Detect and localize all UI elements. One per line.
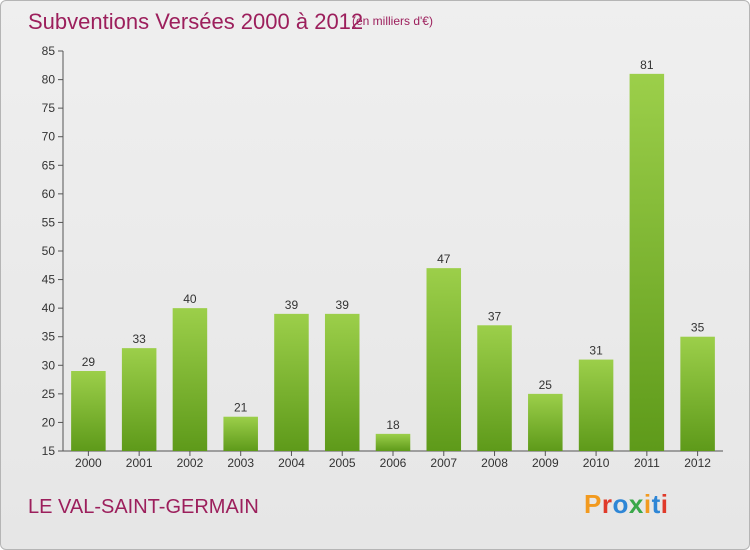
x-tick-label: 2009 [532,456,559,470]
commune-name: LE VAL-SAINT-GERMAIN [28,496,259,518]
bar-value-label: 39 [336,298,350,312]
logo-letter: i [660,489,669,519]
x-tick-label: 2007 [430,456,457,470]
bar-value-label: 33 [132,332,146,346]
bar [578,359,614,451]
bar-value-label: 37 [488,309,502,323]
logo-letter: t [651,489,661,519]
y-tick-label: 80 [42,73,56,87]
y-tick-label: 40 [42,301,56,315]
bar-value-label: 39 [285,298,299,312]
logo-letter: o [612,489,629,519]
x-tick-label: 2003 [227,456,254,470]
bar-value-label: 35 [691,321,705,335]
bar-value-label: 21 [234,401,248,415]
x-tick-label: 2012 [684,456,711,470]
y-tick-label: 55 [42,215,56,229]
bar-value-label: 29 [82,355,96,369]
x-tick-label: 2011 [634,456,660,470]
bar [680,336,715,451]
y-tick-label: 15 [42,444,56,458]
bar [121,348,157,451]
x-tick-label: 2001 [126,456,153,470]
chart-unit-subtitle: (en milliers d'€) [352,14,433,28]
y-tick-label: 60 [42,187,56,201]
logo-letter: x [628,489,644,519]
bar [629,73,665,451]
bar [426,268,462,451]
y-tick-label: 85 [42,44,56,58]
y-tick-label: 35 [42,330,56,344]
x-tick-label: 2000 [75,456,102,470]
y-tick-label: 45 [42,273,56,287]
y-tick-label: 50 [42,244,56,258]
bar [274,313,309,451]
bar [172,308,208,451]
bar [324,313,360,451]
logo-letter: r [601,489,613,519]
logo-letter: P [584,489,602,519]
bar-value-label: 40 [183,292,197,306]
x-tick-label: 2006 [380,456,407,470]
y-tick-label: 30 [42,358,56,372]
bar-value-label: 47 [437,252,451,266]
bar-value-label: 18 [386,418,400,432]
bar [71,371,106,451]
x-tick-label: 2002 [177,456,204,470]
y-tick-label: 75 [42,101,56,115]
y-tick-label: 70 [42,130,56,144]
bar-value-label: 31 [589,344,603,358]
bar-value-label: 25 [539,378,553,392]
x-tick-label: 2004 [278,456,305,470]
proxiti-logo[interactable]: Proxiti [584,489,668,520]
bar [528,393,563,451]
x-tick-label: 2005 [329,456,356,470]
y-tick-label: 20 [42,415,56,429]
y-tick-label: 25 [42,387,56,401]
x-tick-label: 2008 [481,456,508,470]
bar-value-label: 81 [640,58,654,72]
logo-letter: i [643,489,652,519]
chart-title: Subventions Versées 2000 à 2012 [28,9,364,34]
bar [223,416,258,451]
bar [477,325,512,451]
x-tick-label: 2010 [583,456,610,470]
y-tick-label: 65 [42,158,56,172]
bar [375,433,411,451]
